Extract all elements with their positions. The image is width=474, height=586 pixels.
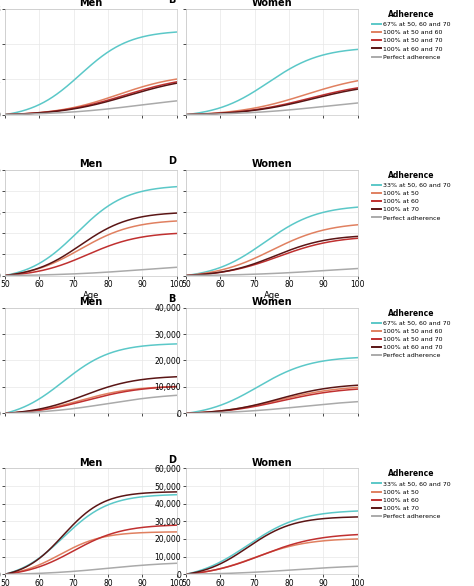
Legend: 33% at 50, 60 and 70, 100% at 50, 100% at 60, 100% at 70, Perfect adherence: 33% at 50, 60 and 70, 100% at 50, 100% a… xyxy=(372,171,451,220)
Legend: 67% at 50, 60 and 70, 100% at 50 and 60, 100% at 50 and 70, 100% at 60 and 70, P: 67% at 50, 60 and 70, 100% at 50 and 60,… xyxy=(372,10,451,60)
Title: Men: Men xyxy=(79,297,102,306)
Title: Women: Women xyxy=(252,297,292,306)
Legend: 33% at 50, 60 and 70, 100% at 50, 100% at 60, 100% at 70, Perfect adherence: 33% at 50, 60 and 70, 100% at 50, 100% a… xyxy=(372,469,451,519)
Text: B: B xyxy=(169,294,176,304)
Title: Women: Women xyxy=(252,458,292,468)
Title: Men: Men xyxy=(79,458,102,468)
Text: D: D xyxy=(169,156,177,166)
Legend: 67% at 50, 60 and 70, 100% at 50 and 60, 100% at 50 and 70, 100% at 60 and 70, P: 67% at 50, 60 and 70, 100% at 50 and 60,… xyxy=(372,309,451,359)
Title: Men: Men xyxy=(79,159,102,169)
Title: Women: Women xyxy=(252,159,292,169)
Text: B: B xyxy=(169,0,176,5)
X-axis label: Age: Age xyxy=(82,291,99,300)
Text: D: D xyxy=(169,455,177,465)
Title: Women: Women xyxy=(252,0,292,8)
Title: Men: Men xyxy=(79,0,102,8)
X-axis label: Age: Age xyxy=(264,291,280,300)
